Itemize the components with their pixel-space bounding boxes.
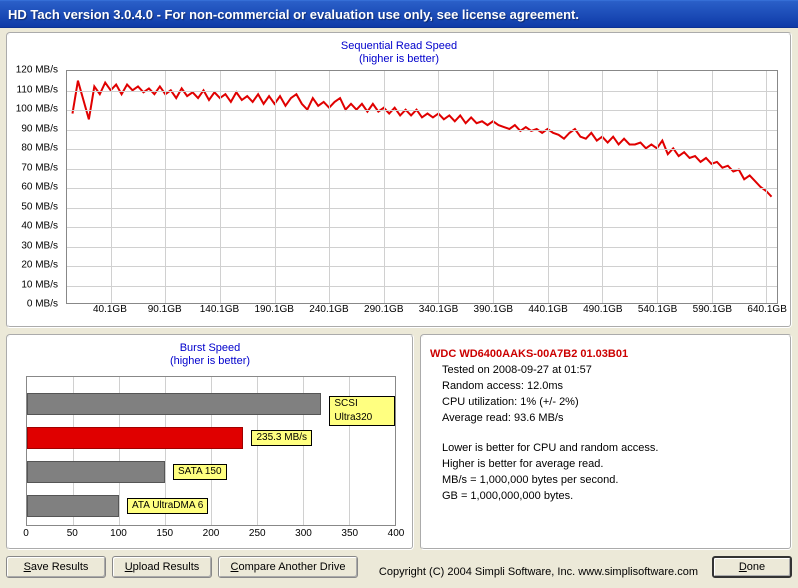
info-note4: GB = 1,000,000,000 bytes. — [442, 488, 782, 504]
burst-speed-panel: Burst Speed (higher is better) SCSI Ultr… — [6, 334, 414, 550]
burst-bar-label: 235.3 MB/s — [251, 430, 312, 446]
seq-read-line — [72, 81, 771, 197]
compare-another-drive-button[interactable]: Compare Another Drive — [218, 556, 358, 578]
seq-chart-title: Sequential Read Speed (higher is better) — [14, 40, 784, 66]
save-results-button[interactable]: Save Results — [6, 556, 106, 578]
burst-bar — [27, 461, 165, 483]
burst-title-line1: Burst Speed — [14, 342, 406, 355]
seq-line-svg — [67, 71, 777, 303]
seq-y-tick: 20 MB/s — [21, 260, 58, 271]
sequential-read-panel: Sequential Read Speed (higher is better)… — [6, 32, 792, 328]
seq-x-tick: 490.1GB — [583, 304, 622, 315]
info-note3: MB/s = 1,000,000 bytes per second. — [442, 472, 782, 488]
seq-x-tick: 390.1GB — [474, 304, 513, 315]
seq-y-tick: 50 MB/s — [21, 201, 58, 212]
seq-x-tick: 90.1GB — [148, 304, 182, 315]
seq-y-tick: 80 MB/s — [21, 143, 58, 154]
seq-x-tick: 340.1GB — [419, 304, 458, 315]
seq-y-tick: 30 MB/s — [21, 240, 58, 251]
seq-y-tick: 110 MB/s — [17, 84, 59, 95]
seq-y-tick: 60 MB/s — [21, 182, 58, 193]
seq-y-tick: 40 MB/s — [21, 221, 58, 232]
info-cpu-util: CPU utilization: 1% (+/- 2%) — [442, 394, 782, 410]
burst-chart-title: Burst Speed (higher is better) — [14, 342, 406, 368]
burst-chart-area: SCSI Ultra320 235.3 MB/s SATA 150 ATA Ultra… — [14, 372, 406, 544]
seq-y-tick: 100 MB/s — [16, 104, 58, 115]
burst-bar — [27, 393, 321, 415]
burst-title-line2: (higher is better) — [14, 355, 406, 368]
burst-x-tick: 50 — [67, 528, 78, 539]
burst-bar — [27, 495, 119, 517]
copyright-text: Copyright (C) 2004 Simpli Software, Inc.… — [364, 566, 706, 578]
burst-x-tick: 200 — [203, 528, 220, 539]
info-avg-read: Average read: 93.6 MB/s — [442, 410, 782, 426]
seq-x-tick: 40.1GB — [93, 304, 127, 315]
seq-x-tick: 440.1GB — [528, 304, 567, 315]
seq-x-tick: 540.1GB — [638, 304, 677, 315]
info-tested-on: Tested on 2008-09-27 at 01:57 — [442, 362, 782, 378]
burst-bar-label: SCSI Ultra320 — [329, 396, 395, 426]
seq-y-tick: 10 MB/s — [21, 279, 58, 290]
burst-x-tick: 400 — [388, 528, 405, 539]
seq-x-tick: 590.1GB — [693, 304, 732, 315]
info-note2: Higher is better for average read. — [442, 456, 782, 472]
burst-x-tick: 300 — [295, 528, 312, 539]
info-note1: Lower is better for CPU and random acces… — [442, 440, 782, 456]
seq-y-tick: 120 MB/s — [16, 65, 58, 76]
seq-plot — [66, 70, 778, 304]
seq-x-tick: 240.1GB — [309, 304, 348, 315]
done-button[interactable]: Done — [712, 556, 792, 578]
burst-x-tick: 100 — [110, 528, 127, 539]
window-titlebar: HD Tach version 3.0.4.0 - For non-commer… — [0, 0, 798, 28]
seq-x-tick: 290.1GB — [364, 304, 403, 315]
drive-info-panel: WDC WD6400AAKS-00A7B2 01.03B01 Tested on… — [420, 334, 792, 550]
burst-x-tick: 350 — [341, 528, 358, 539]
burst-bar-label: ATA UltraDMA 6 — [127, 498, 208, 514]
seq-y-tick: 0 MB/s — [27, 299, 58, 310]
seq-x-tick: 190.1GB — [254, 304, 293, 315]
seq-title-line1: Sequential Read Speed — [14, 40, 784, 53]
burst-plot: SCSI Ultra320 235.3 MB/s SATA 150 ATA Ultra… — [26, 376, 396, 526]
seq-y-axis: 0 MB/s10 MB/s20 MB/s30 MB/s40 MB/s50 MB/… — [14, 70, 64, 304]
seq-x-tick: 140.1GB — [200, 304, 239, 315]
burst-x-tick: 250 — [249, 528, 266, 539]
seq-y-tick: 70 MB/s — [21, 162, 58, 173]
seq-x-axis: 40.1GB 90.1GB 140.1GB 190.1GB 240.1GB 290.1GB… — [66, 304, 778, 318]
burst-x-tick: 150 — [156, 528, 173, 539]
seq-y-tick: 90 MB/s — [21, 123, 58, 134]
burst-bar — [27, 427, 243, 449]
burst-x-axis: 050100150200250300350400 — [26, 528, 396, 542]
seq-x-tick: 640.1GB — [747, 304, 786, 315]
window-title: HD Tach version 3.0.4.0 - For non-commer… — [8, 7, 579, 22]
info-random-access: Random access: 12.0ms — [442, 378, 782, 394]
drive-model: WDC WD6400AAKS-00A7B2 01.03B01 — [430, 346, 782, 362]
burst-x-tick: 0 — [23, 528, 29, 539]
seq-title-line2: (higher is better) — [14, 53, 784, 66]
button-row: Save Results Upload Results Compare Anot… — [6, 556, 792, 578]
burst-bar-label: SATA 150 — [173, 464, 227, 480]
upload-results-button[interactable]: Upload Results — [112, 556, 212, 578]
seq-chart-area: 0 MB/s 10 MB/s 20 MB/s 30 MB/s 40 MB/s 50 MB/… — [14, 70, 784, 318]
